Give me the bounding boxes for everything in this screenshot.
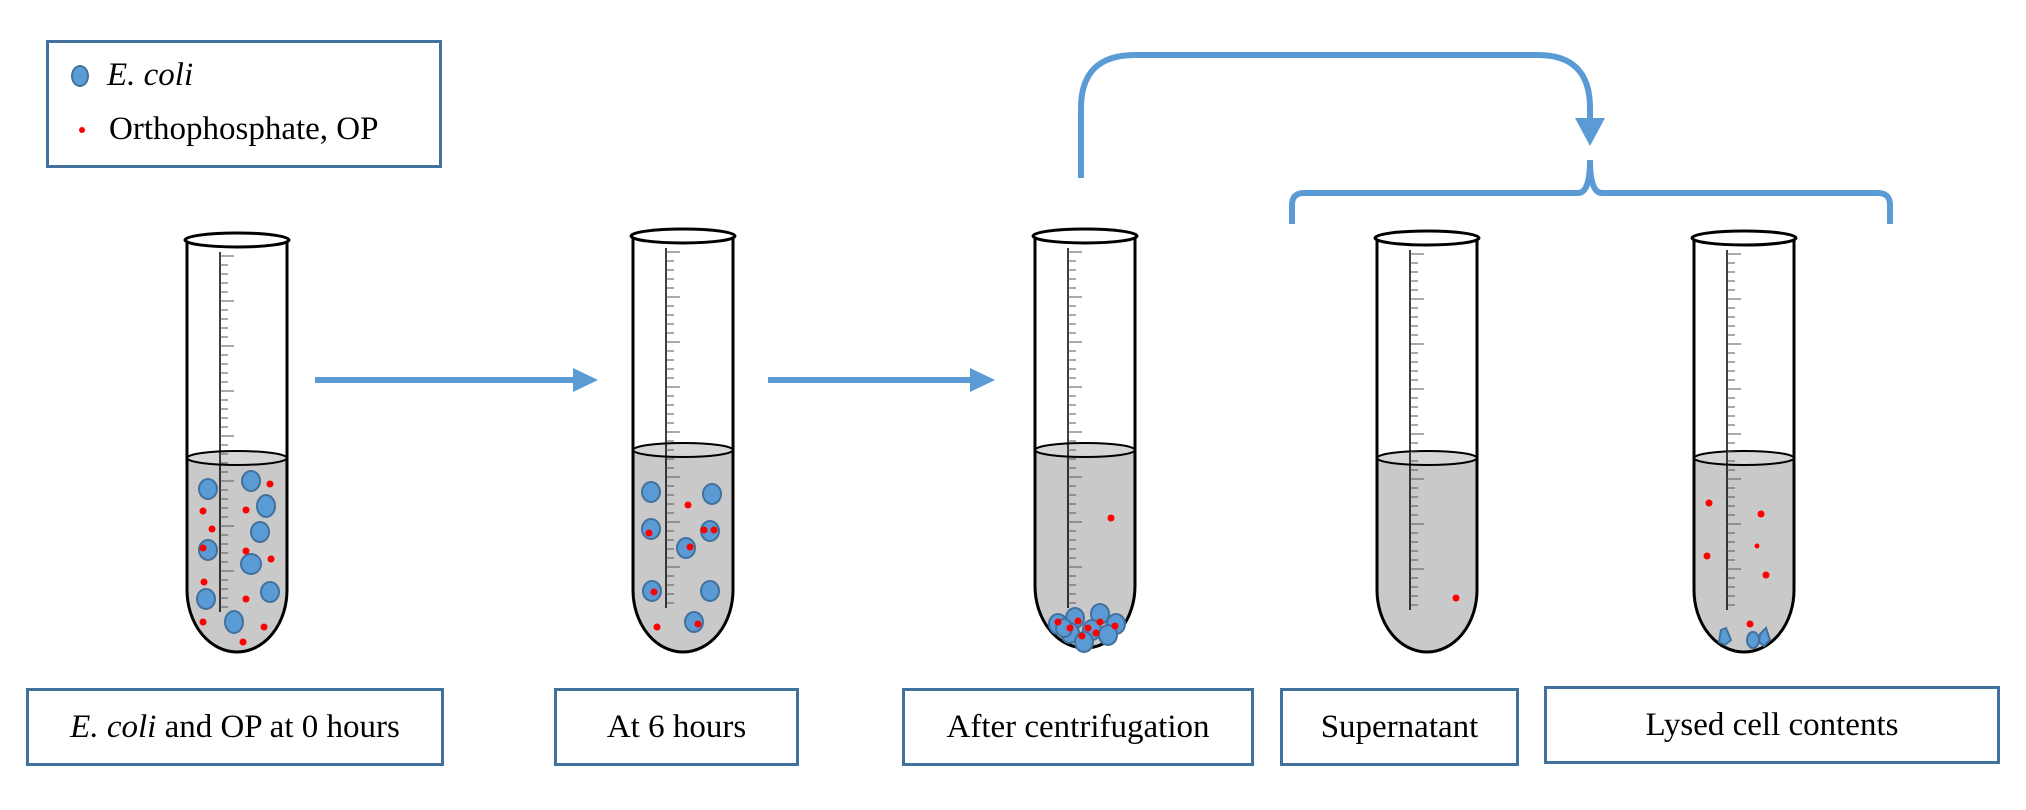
ecoli-cells: [196, 470, 280, 634]
test-tube-centrifuged: [1031, 227, 1139, 653]
test-tube-supernatant: [1373, 229, 1481, 654]
arrow-step-1: [315, 368, 598, 392]
test-tube-6-hours: [629, 227, 737, 654]
caption-supernatant: Supernatant: [1280, 688, 1519, 766]
caption-0-hours-rest: and OP at 0 hours: [156, 708, 400, 745]
orthophosphate-dots: [1452, 594, 1460, 602]
caption-0-hours-italic: E. coli: [70, 708, 157, 745]
orthophosphate-dots: [1054, 514, 1119, 640]
split-arrow: [1078, 52, 1605, 178]
graduation-scale: [665, 248, 680, 608]
legend-op-label: Orthophosphate, OP: [109, 111, 379, 147]
orthophosphate-dots: [1703, 499, 1770, 628]
caption-lysed-text: Lysed cell contents: [1645, 706, 1899, 743]
test-tube-lysed: [1690, 229, 1798, 654]
ecoli-swatch-icon: [71, 64, 89, 87]
legend-row-orthophosphate: Orthophosphate, OP: [71, 111, 378, 148]
graduation-scale: [219, 252, 234, 612]
caption-0-hours: E. coli and OP at 0 hours: [26, 688, 444, 766]
caption-6-hours-text: At 6 hours: [606, 708, 747, 745]
caption-centrifugation: After centrifugation: [902, 688, 1254, 766]
test-tube-0-hours: [183, 231, 291, 654]
legend-row-ecoli: E. coli: [71, 57, 193, 94]
bracket: [1289, 159, 1893, 224]
graduation-scale: [1409, 250, 1424, 610]
graduation-scale: [1067, 248, 1082, 608]
caption-supernatant-text: Supernatant: [1320, 708, 1479, 745]
cell-fragments: [1717, 626, 1772, 649]
caption-lysed-cell-contents: Lysed cell contents: [1544, 686, 2000, 764]
arrow-step-2: [768, 368, 995, 392]
caption-6-hours: At 6 hours: [554, 688, 799, 766]
orthophosphate-dots: [199, 480, 275, 646]
legend: E. coli Orthophosphate, OP: [46, 40, 442, 168]
caption-centrifugation-text: After centrifugation: [946, 708, 1210, 745]
legend-ecoli-label: E. coli: [107, 57, 194, 93]
orthophosphate-dots: [645, 501, 718, 631]
orthophosphate-swatch-icon: [79, 126, 85, 133]
graduation-scale: [1726, 250, 1741, 610]
